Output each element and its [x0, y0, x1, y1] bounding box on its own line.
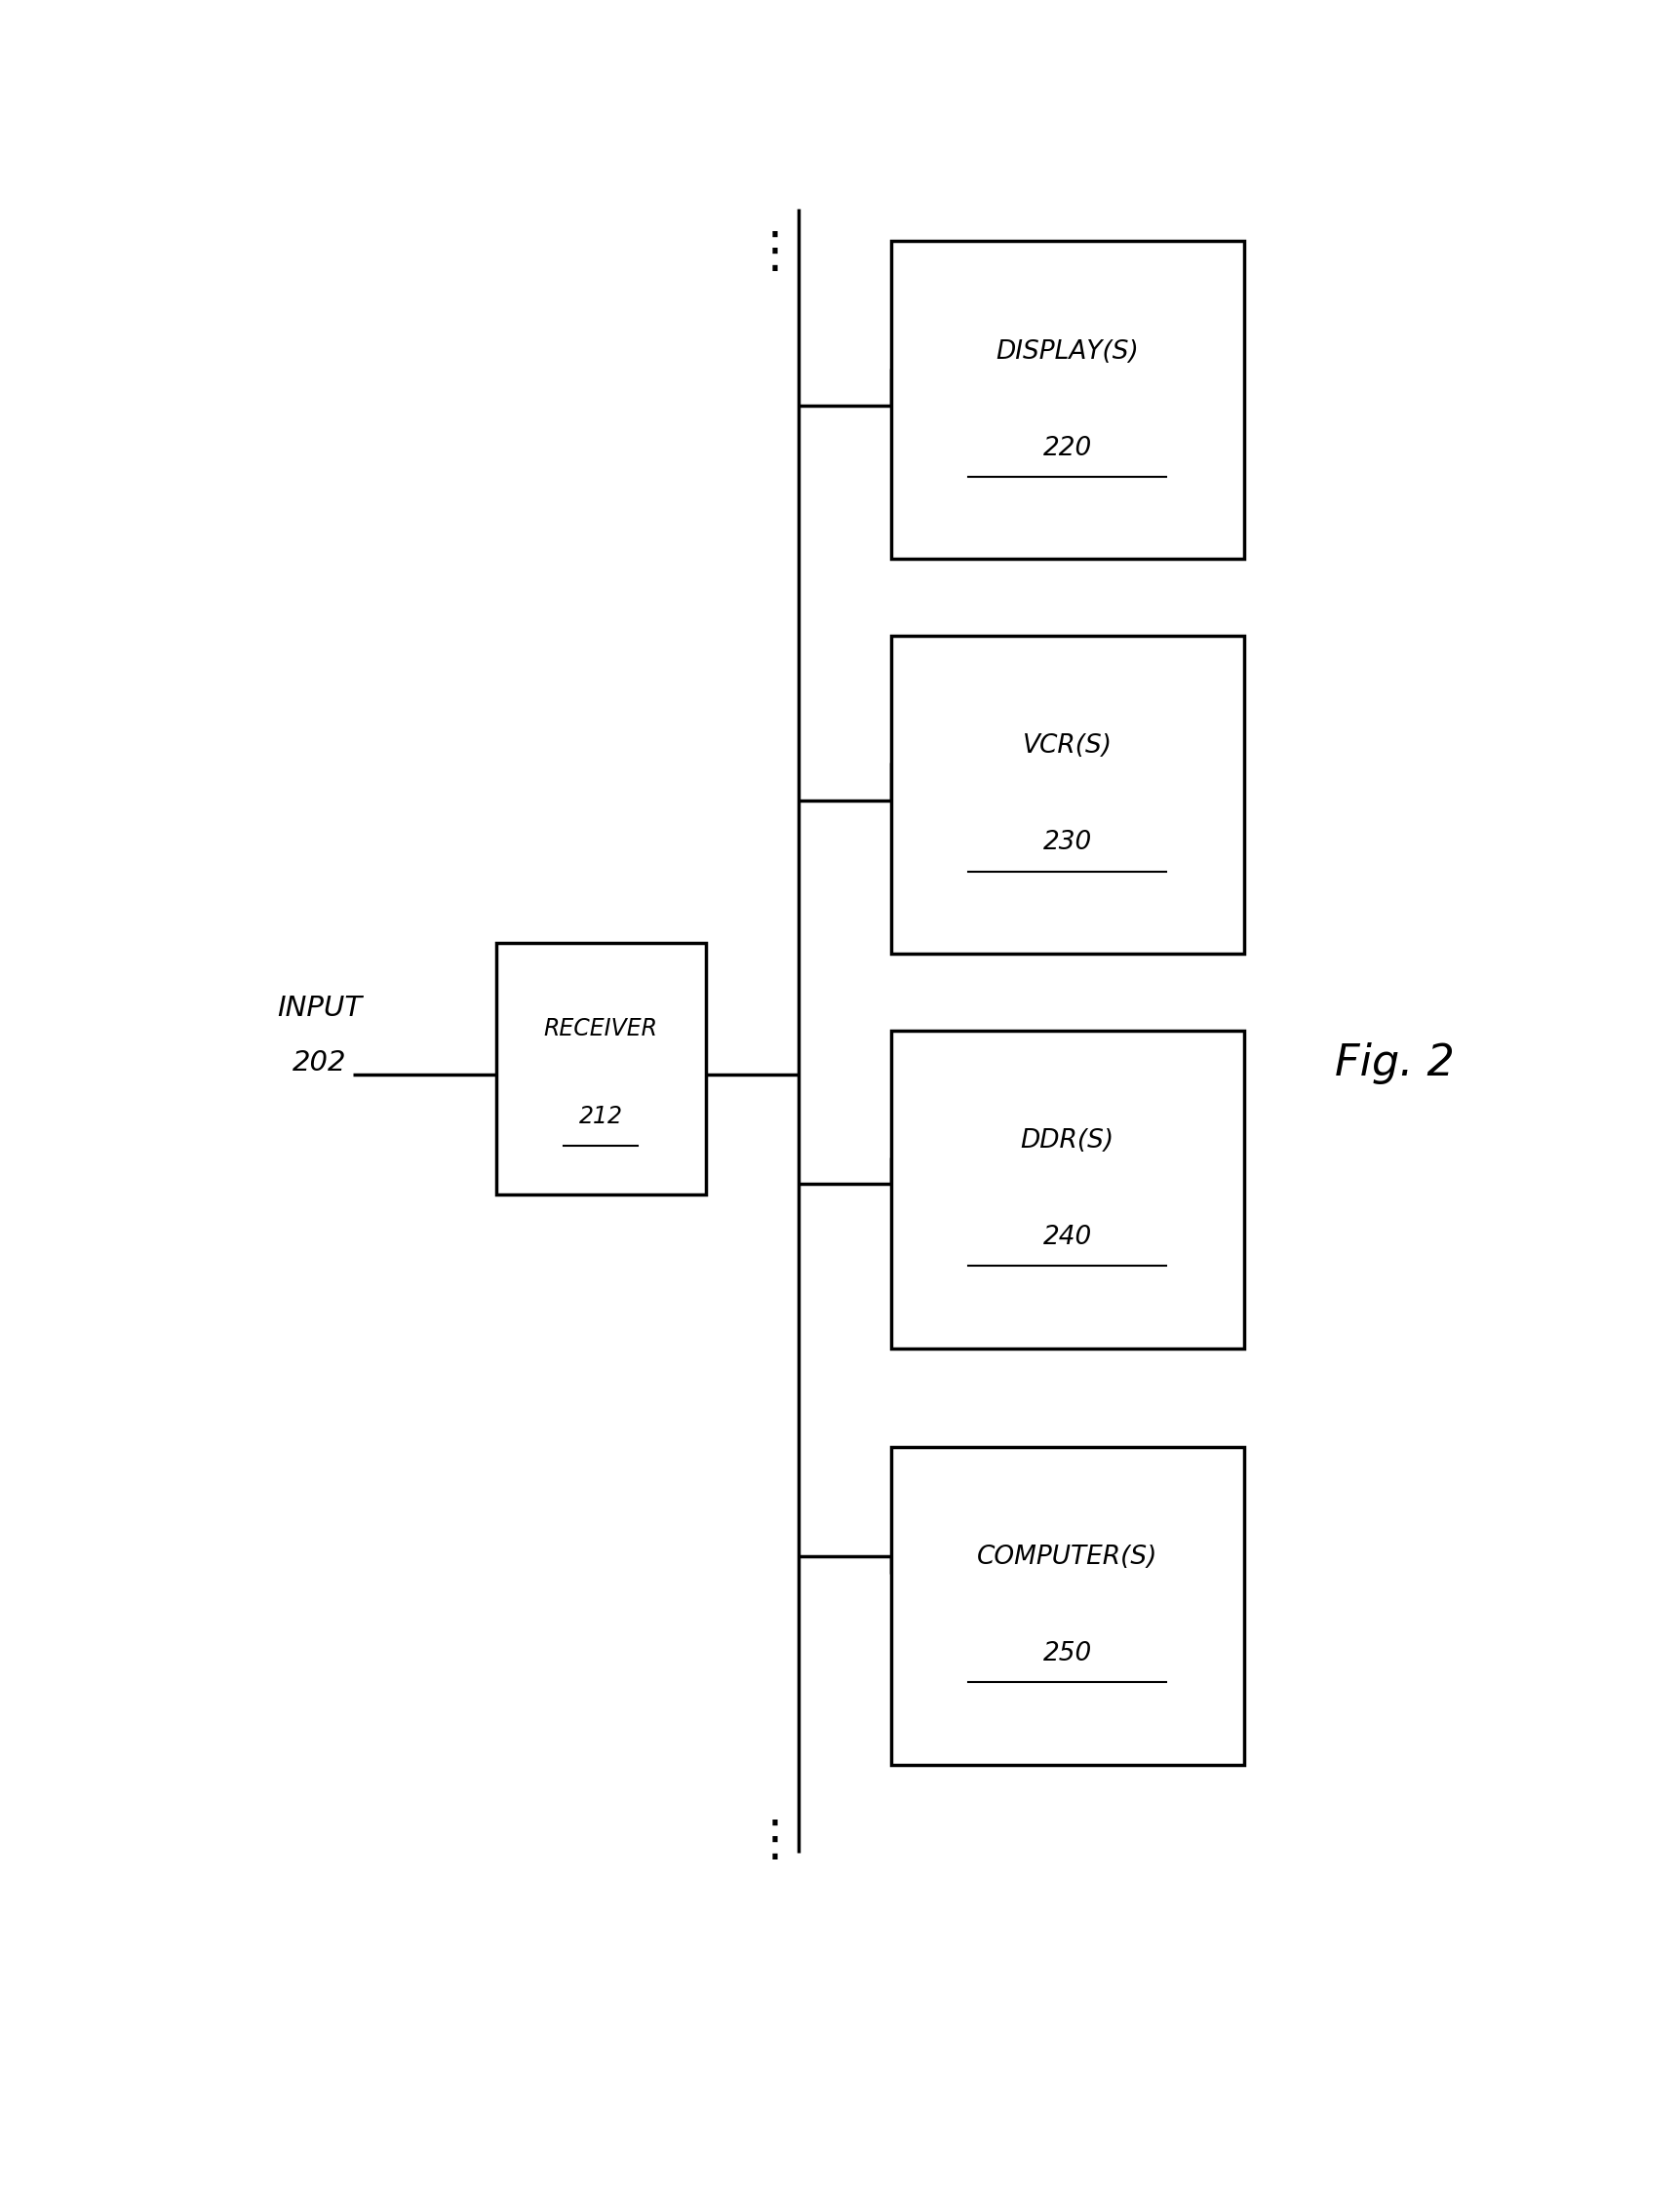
FancyBboxPatch shape: [496, 943, 706, 1195]
Text: 220: 220: [1042, 436, 1092, 460]
FancyBboxPatch shape: [890, 1030, 1243, 1348]
Text: COMPUTER(S): COMPUTER(S): [976, 1545, 1158, 1569]
Text: Fig. 2: Fig. 2: [1334, 1041, 1455, 1085]
Text: 230: 230: [1042, 831, 1092, 855]
Text: ⋮: ⋮: [749, 1817, 800, 1865]
Text: INPUT: INPUT: [277, 995, 361, 1021]
Text: 212: 212: [578, 1105, 623, 1129]
Text: 240: 240: [1042, 1225, 1092, 1249]
Text: RECEIVER: RECEIVER: [544, 1017, 657, 1041]
FancyBboxPatch shape: [890, 1447, 1243, 1765]
Text: 250: 250: [1042, 1642, 1092, 1666]
Text: 202: 202: [292, 1050, 346, 1076]
Text: DDR(S): DDR(S): [1020, 1129, 1114, 1153]
Text: DISPLAY(S): DISPLAY(S): [995, 340, 1139, 364]
FancyBboxPatch shape: [890, 636, 1243, 954]
Text: VCR(S): VCR(S): [1021, 734, 1112, 758]
FancyBboxPatch shape: [890, 241, 1243, 559]
Text: ⋮: ⋮: [749, 228, 800, 276]
